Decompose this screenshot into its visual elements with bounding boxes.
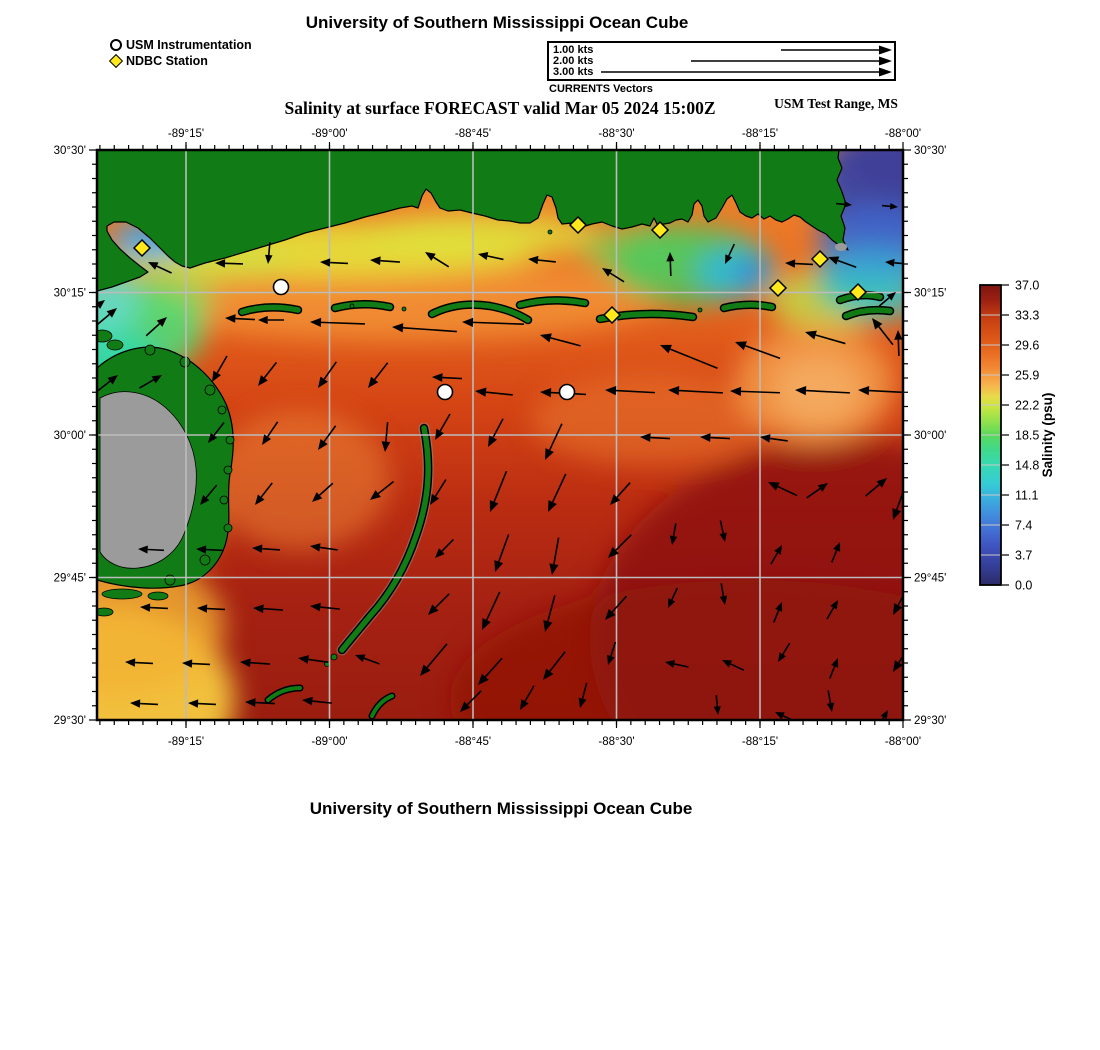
page-title: University of Southern Mississippi Ocean… xyxy=(305,13,689,32)
colorbar-tick-label: 22.2 xyxy=(1015,399,1039,413)
vector-scale-caption: CURRENTS Vectors xyxy=(549,83,653,95)
svg-text:29°30': 29°30' xyxy=(914,715,946,727)
current-arrows xyxy=(97,201,903,720)
svg-text:-88°30': -88°30' xyxy=(598,128,634,140)
svg-text:30°30': 30°30' xyxy=(54,145,86,157)
svg-text:-88°00': -88°00' xyxy=(885,736,921,748)
vector-scale-label-3: 3.00 kts xyxy=(553,66,594,78)
legend-item-ndbc: NDBC Station xyxy=(108,53,252,69)
svg-text:-88°15': -88°15' xyxy=(742,128,778,140)
vector-scale-arrows xyxy=(601,45,892,77)
ndbc-station-marker xyxy=(132,238,152,258)
svg-text:29°45': 29°45' xyxy=(54,573,86,585)
station-markers xyxy=(132,215,868,401)
ndbc-station-marker xyxy=(568,215,588,235)
svg-text:29°45': 29°45' xyxy=(914,573,946,585)
usm-instrumentation-marker xyxy=(558,383,576,401)
salinity-field xyxy=(97,150,903,720)
svg-text:-88°00': -88°00' xyxy=(885,128,921,140)
svg-text:-89°00': -89°00' xyxy=(311,128,347,140)
salinity-forecast-map: -89°15' -89°15' -89°00' -89°00' -88°45' -88°4… xyxy=(54,128,1055,748)
colorbar-tick-label: 0.0 xyxy=(1015,579,1032,593)
ndbc-station-marker xyxy=(768,278,788,298)
colorbar-axis-label: Salinity (psu) xyxy=(1040,393,1055,478)
land-masses xyxy=(97,150,849,589)
usm-instrumentation-marker xyxy=(272,278,290,296)
colorbar-tick-label: 14.8 xyxy=(1015,459,1039,473)
salinity-colorbar: 37.0 33.3 29.6 25.9 22.2 18.5 14.8 11.1 7.4 3.7 0.… xyxy=(979,279,1039,593)
region-label: USM Test Range, MS xyxy=(774,96,898,111)
svg-text:30°15': 30°15' xyxy=(914,288,946,300)
svg-text:-88°30': -88°30' xyxy=(598,736,634,748)
ndbc-station-marker xyxy=(650,220,670,240)
svg-text:30°15': 30°15' xyxy=(54,288,86,300)
colorbar-tick-label: 29.6 xyxy=(1015,339,1039,353)
svg-text:29°30': 29°30' xyxy=(54,715,86,727)
usm-circle-marker-icon xyxy=(110,39,122,51)
ndbc-station-marker xyxy=(810,249,830,269)
axis-tick-labels: -89°15' -89°15' -89°00' -89°00' -88°45' -88°4… xyxy=(54,128,947,748)
colorbar-tick-label: 3.7 xyxy=(1015,549,1032,563)
footer-title: University of Southern Mississippi Ocean… xyxy=(309,799,693,818)
svg-text:30°30': 30°30' xyxy=(914,145,946,157)
marsh-gray-patches xyxy=(125,243,847,529)
svg-text:30°00': 30°00' xyxy=(54,430,86,442)
svg-text:-88°45': -88°45' xyxy=(455,128,491,140)
ndbc-station-marker xyxy=(602,305,622,325)
svg-text:-88°15': -88°15' xyxy=(742,736,778,748)
forecast-subtitle: Salinity at surface FORECAST valid Mar 0… xyxy=(284,98,716,118)
svg-text:-89°15': -89°15' xyxy=(168,736,204,748)
colorbar-tick-label: 18.5 xyxy=(1015,429,1039,443)
station-legend: USM Instrumentation NDBC Station xyxy=(108,37,252,69)
svg-text:-89°15': -89°15' xyxy=(168,128,204,140)
svg-text:30°00': 30°00' xyxy=(914,430,946,442)
vector-scale-label-2: 2.00 kts xyxy=(553,55,594,67)
map-border xyxy=(95,148,905,722)
colorbar-tick-label: 25.9 xyxy=(1015,369,1039,383)
colorbar-tick-label: 33.3 xyxy=(1015,309,1039,323)
usm-instrumentation-marker xyxy=(436,383,454,401)
currents-vector-scale-box: 1.00 kts 2.00 kts 3.00 kts xyxy=(547,41,896,81)
colorbar-tick-label: 7.4 xyxy=(1015,519,1032,533)
barrier-islands xyxy=(237,229,895,720)
colorbar-tick-label: 37.0 xyxy=(1015,279,1039,293)
marsh-islets xyxy=(97,329,235,617)
axis-ticks xyxy=(89,142,911,728)
svg-text:-88°45': -88°45' xyxy=(455,736,491,748)
legend-item-usm: USM Instrumentation xyxy=(110,37,252,53)
ndbc-station-marker xyxy=(848,282,868,302)
marsh-interior xyxy=(99,391,197,569)
svg-text:-89°00': -89°00' xyxy=(311,736,347,748)
legend-label-usm: USM Instrumentation xyxy=(126,38,252,52)
vector-scale-label-1: 1.00 kts xyxy=(553,44,594,56)
legend-label-ndbc: NDBC Station xyxy=(126,54,208,68)
colorbar-tick-label: 11.1 xyxy=(1015,489,1038,503)
